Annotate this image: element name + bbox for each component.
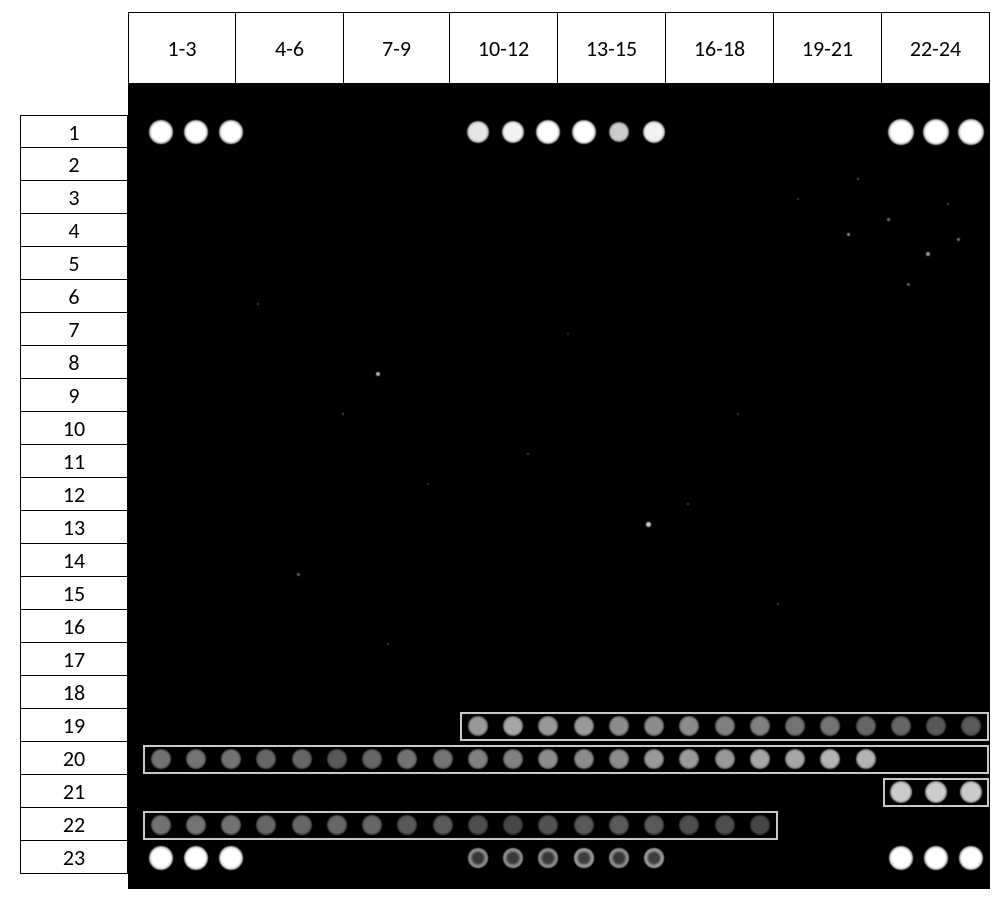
- row-header-cell: 18: [20, 676, 128, 709]
- microarray-spot: [644, 848, 664, 868]
- box-row21-right: [883, 778, 989, 807]
- row-header-cell: 6: [20, 280, 128, 313]
- noise-speck: [427, 483, 429, 485]
- row-header-cell: 4: [20, 214, 128, 247]
- noise-speck: [297, 573, 300, 576]
- noise-speck: [926, 252, 930, 256]
- noise-speck: [257, 303, 259, 305]
- microarray-spot: [609, 848, 629, 868]
- column-header-cell: 7-9: [344, 12, 450, 84]
- microarray-spot: [574, 848, 594, 868]
- row-header-cell: 3: [20, 181, 128, 214]
- microarray-spot: [888, 119, 914, 145]
- noise-speck: [887, 218, 890, 221]
- row-header-cell: 1: [20, 115, 128, 148]
- noise-speck: [527, 453, 529, 455]
- column-header-cell: 22-24: [882, 12, 990, 84]
- microarray-spot: [219, 846, 243, 870]
- box-row20: [143, 745, 989, 774]
- noise-speck: [342, 413, 344, 415]
- microarray-spot: [538, 848, 558, 868]
- noise-speck: [567, 333, 569, 335]
- row-header-cell: 7: [20, 313, 128, 346]
- noise-speck: [687, 503, 689, 505]
- column-headers: 1-34-67-910-1213-1516-1819-2122-24: [128, 12, 990, 84]
- row-header-cell: 20: [20, 742, 128, 775]
- noise-speck: [947, 203, 949, 205]
- row-headers: 1234567891011121314151617181920212223: [20, 115, 128, 874]
- row-header-cell: 19: [20, 709, 128, 742]
- row-header-cell: 2: [20, 148, 128, 181]
- row-header-cell: 21: [20, 775, 128, 808]
- microarray-spot: [467, 121, 489, 143]
- box-row19-right: [460, 712, 989, 741]
- column-header-cell: 1-3: [128, 12, 236, 84]
- row-header-cell: 22: [20, 808, 128, 841]
- microarray-spot: [503, 848, 523, 868]
- row-header-cell: 14: [20, 544, 128, 577]
- column-header-cell: 4-6: [236, 12, 344, 84]
- microarray-spot: [609, 122, 629, 142]
- row-header-cell: 8: [20, 346, 128, 379]
- row-header-cell: 15: [20, 577, 128, 610]
- microarray-spot: [536, 120, 560, 144]
- microarray-spot: [572, 120, 596, 144]
- noise-speck: [907, 283, 910, 286]
- row-header-cell: 12: [20, 478, 128, 511]
- noise-speck: [646, 522, 651, 527]
- microarray-figure: 1-34-67-910-1213-1516-1819-2122-24 12345…: [0, 0, 1000, 907]
- row-header-cell: 13: [20, 511, 128, 544]
- column-header-cell: 16-18: [666, 12, 774, 84]
- noise-speck: [857, 178, 859, 180]
- microarray-spot: [958, 119, 984, 145]
- microarray-spot: [149, 846, 173, 870]
- noise-speck: [737, 413, 739, 415]
- microarray-spot: [959, 846, 983, 870]
- row-header-cell: 9: [20, 379, 128, 412]
- microarray-image: [128, 84, 990, 889]
- microarray-spot: [184, 120, 208, 144]
- row-header-cell: 11: [20, 445, 128, 478]
- microarray-spot: [924, 846, 948, 870]
- column-header-cell: 19-21: [774, 12, 882, 84]
- box-row22: [143, 811, 778, 840]
- column-header-cell: 13-15: [558, 12, 666, 84]
- noise-speck: [376, 372, 380, 376]
- microarray-spot: [502, 121, 524, 143]
- microarray-spot: [643, 121, 665, 143]
- column-header-cell: 10-12: [450, 12, 558, 84]
- noise-speck: [957, 238, 960, 241]
- microarray-spot: [219, 120, 243, 144]
- row-header-cell: 17: [20, 643, 128, 676]
- row-header-cell: 23: [20, 841, 128, 874]
- microarray-spot: [184, 846, 208, 870]
- noise-speck: [847, 233, 850, 236]
- microarray-spot: [923, 119, 949, 145]
- microarray-spot: [889, 846, 913, 870]
- noise-speck: [777, 603, 779, 605]
- noise-speck: [797, 198, 799, 200]
- row-header-cell: 5: [20, 247, 128, 280]
- row-header-cell: 10: [20, 412, 128, 445]
- microarray-spot: [468, 848, 488, 868]
- microarray-spot: [149, 120, 173, 144]
- noise-speck: [387, 643, 389, 645]
- row-header-cell: 16: [20, 610, 128, 643]
